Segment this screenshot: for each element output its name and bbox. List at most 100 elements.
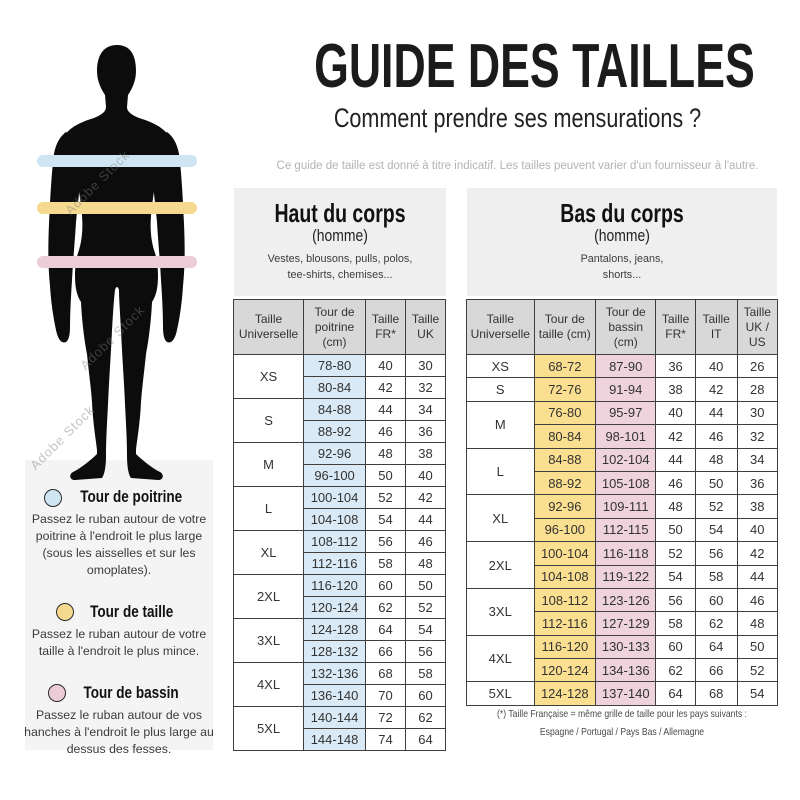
value-cell: 58 bbox=[694, 564, 738, 589]
size-cell: XS bbox=[466, 353, 535, 379]
value-cell: 42 bbox=[736, 541, 778, 566]
value-cell: 96-100 bbox=[303, 464, 367, 487]
table-row: XL 108-112 56 46 bbox=[232, 530, 446, 575]
section-header-bas: Bas du corps (homme) Pantalons, jeans, s… bbox=[467, 188, 777, 296]
table-row: XS 68-72 87-90 36 40 26 bbox=[466, 353, 778, 379]
value-cell: 91-94 bbox=[595, 377, 657, 402]
table-row: L 100-104 52 42 bbox=[232, 486, 446, 531]
value-cell: 28 bbox=[736, 377, 778, 402]
value-cell: 64 bbox=[365, 618, 407, 641]
hip-measure-band bbox=[37, 256, 197, 268]
value-cell: 54 bbox=[655, 564, 696, 589]
footnote-line: (*) Taille Française = même grille de ta… bbox=[497, 708, 747, 720]
value-cell: 42 bbox=[694, 377, 738, 402]
value-cell: 36 bbox=[655, 353, 696, 379]
table-row: 88-92 105-108 46 50 36 bbox=[467, 470, 778, 496]
value-cell: 102-104 bbox=[595, 447, 657, 472]
value-cell: 58 bbox=[365, 552, 407, 575]
column-header-cell: Taille Universelle bbox=[466, 299, 535, 355]
value-cell: 112-116 bbox=[303, 552, 367, 575]
value-cell: 44 bbox=[655, 447, 696, 472]
size-cell: 5XL bbox=[232, 706, 305, 751]
value-cell: 48 bbox=[405, 552, 446, 575]
legend-text: Passez le ruban autour de votre taille à… bbox=[31, 626, 207, 658]
value-cell: 48 bbox=[365, 442, 407, 465]
value-cell: 84-88 bbox=[533, 447, 597, 472]
page-subtitle: Comment prendre ses mensurations ? bbox=[333, 103, 702, 133]
column-header-cell: Taille UK bbox=[405, 299, 446, 355]
table-row: 4XL 132-136 68 58 bbox=[232, 662, 446, 707]
footnote-line: Espagne / Portugal / Pays Bas / Allemagn… bbox=[539, 725, 705, 738]
page-header: GUIDE DES TAILLES Comment prendre ses me… bbox=[235, 36, 800, 173]
value-cell: 44 bbox=[694, 400, 738, 426]
value-cell: 60 bbox=[405, 684, 446, 707]
column-header-cell: Tour de poitrine (cm) bbox=[303, 299, 367, 355]
value-cell: 40 bbox=[694, 353, 738, 379]
value-cell: 92-96 bbox=[533, 494, 597, 519]
value-cell: 132-136 bbox=[303, 662, 367, 685]
value-cell: 62 bbox=[365, 596, 407, 619]
value-cell: 40 bbox=[655, 400, 696, 426]
value-cell: 48 bbox=[736, 611, 778, 636]
column-header-cell: Taille UK / US bbox=[736, 299, 778, 355]
chest-measure-band bbox=[37, 155, 197, 167]
table-row: M 76-80 95-97 40 44 30 bbox=[466, 400, 778, 449]
value-cell: 137-140 bbox=[595, 681, 657, 706]
legend-text: Passez le ruban autour de vos hanches à … bbox=[24, 707, 214, 756]
table-row: 120-124 134-136 62 66 52 bbox=[467, 658, 778, 683]
value-cell: 109-111 bbox=[595, 494, 657, 519]
table-row: XS 78-80 40 30 bbox=[232, 354, 446, 399]
size-cell: L bbox=[466, 447, 535, 496]
value-cell: 52 bbox=[736, 658, 778, 683]
value-cell: 76-80 bbox=[533, 400, 597, 426]
value-cell: 72 bbox=[365, 706, 407, 729]
section-description: Vestes, blousons, pulls, polos, tee-shir… bbox=[267, 253, 413, 281]
value-cell: 46 bbox=[736, 587, 778, 613]
section-title: Bas du corps bbox=[560, 198, 684, 228]
footnote: (*) Taille Française = même grille de ta… bbox=[466, 706, 778, 742]
value-cell: 62 bbox=[694, 611, 738, 636]
value-cell: 54 bbox=[365, 508, 407, 531]
value-cell: 66 bbox=[694, 658, 738, 683]
legend-item-waist: Tour de taille Passez le ruban autour de… bbox=[23, 603, 215, 660]
value-cell: 104-108 bbox=[533, 564, 597, 589]
value-cell: 52 bbox=[365, 486, 407, 509]
value-cell: 120-124 bbox=[533, 658, 597, 683]
value-cell: 78-80 bbox=[303, 354, 367, 377]
value-cell: 136-140 bbox=[303, 684, 367, 707]
table-row: 3XL 108-112 123-126 56 60 46 bbox=[466, 587, 778, 636]
value-cell: 36 bbox=[405, 420, 446, 443]
table-row: 80-84 98-101 42 46 32 bbox=[467, 424, 778, 449]
value-cell: 60 bbox=[655, 634, 696, 660]
value-cell: 104-108 bbox=[303, 508, 367, 531]
value-cell: 58 bbox=[405, 662, 446, 685]
value-cell: 40 bbox=[405, 464, 446, 487]
value-cell: 130-133 bbox=[595, 634, 657, 660]
value-cell: 127-129 bbox=[595, 611, 657, 636]
value-cell: 66 bbox=[365, 640, 407, 663]
value-cell: 68 bbox=[365, 662, 407, 685]
hip-color-dot-icon bbox=[48, 684, 67, 703]
value-cell: 32 bbox=[405, 376, 446, 399]
value-cell: 88-92 bbox=[303, 420, 367, 443]
value-cell: 98-101 bbox=[595, 424, 657, 449]
table-row: 2XL 116-120 60 50 bbox=[232, 574, 446, 619]
size-cell: L bbox=[232, 486, 305, 531]
value-cell: 123-126 bbox=[595, 587, 657, 613]
table-row: 2XL 100-104 116-118 52 56 42 bbox=[466, 541, 778, 589]
legend-title: Tour de taille bbox=[89, 602, 174, 621]
table-row: M 92-96 48 38 bbox=[232, 442, 446, 487]
column-header-cell: Tour de bassin (cm) bbox=[595, 299, 657, 355]
value-cell: 112-115 bbox=[595, 517, 657, 543]
value-cell: 116-118 bbox=[595, 541, 657, 566]
table-row: S 72-76 91-94 38 42 28 bbox=[466, 377, 778, 402]
column-header-cell: Taille IT bbox=[694, 299, 738, 355]
table-row: L 84-88 102-104 44 48 34 bbox=[466, 447, 778, 496]
value-cell: 30 bbox=[405, 354, 446, 377]
size-table: Taille Universelle Tour de poitrine (cm) T… bbox=[232, 299, 446, 751]
value-cell: 64 bbox=[655, 681, 696, 706]
size-cell: 4XL bbox=[466, 634, 535, 683]
value-cell: 134-136 bbox=[595, 658, 657, 683]
size-cell: 3XL bbox=[466, 587, 535, 636]
size-table: Taille Universelle Tour de taille (cm) Tou… bbox=[466, 299, 778, 706]
